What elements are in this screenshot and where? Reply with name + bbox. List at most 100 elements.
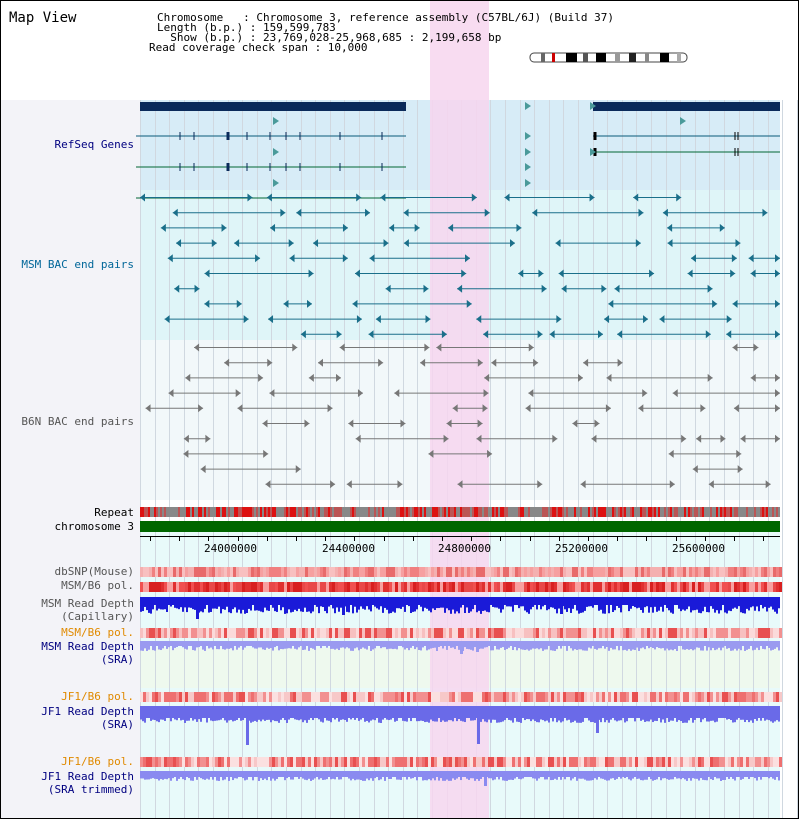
depth-bar (534, 646, 536, 649)
repeat-segment (710, 507, 712, 517)
msm-pol-sra-heat (170, 628, 173, 638)
repeat-segment (634, 507, 636, 517)
jf1-pol-trim-heat (470, 757, 473, 767)
msm-pol-heat (158, 582, 161, 592)
jf1-pol-heat (206, 692, 209, 702)
bac-end-left (262, 419, 268, 428)
msm-pol-sra-heat (443, 628, 446, 638)
depth-bar (556, 718, 558, 723)
depth-bar (588, 718, 590, 721)
depth-bar (670, 646, 672, 650)
jf1-pol-heat (239, 692, 242, 702)
bac-end-left (436, 343, 442, 352)
depth-bar (512, 777, 514, 780)
depth-bar (388, 718, 390, 721)
msm-pol-heat (524, 582, 527, 592)
jf1-pol-trim-heat (752, 757, 755, 767)
depth-bar (456, 605, 458, 612)
depth-bar (472, 646, 474, 651)
dbsnp-heat (518, 567, 521, 577)
depth-bar (498, 646, 500, 650)
jf1-pol-trim-heat (623, 757, 626, 767)
dbsnp-heat (767, 567, 770, 577)
jf1-trimmed-depth (140, 771, 780, 777)
jf1-pol-heat (548, 692, 551, 702)
depth-bar (500, 718, 502, 723)
dbsnp-heat (608, 567, 611, 577)
depth-bar (564, 605, 566, 610)
depth-bar (146, 777, 148, 780)
jf1-pol-heat (338, 692, 341, 702)
depth-bar (522, 646, 524, 650)
repeat-segment (698, 507, 700, 517)
depth-bar (240, 605, 242, 614)
repeat-segment (254, 507, 256, 517)
jf1-pol-trim-heat (146, 757, 149, 767)
depth-bar (444, 777, 446, 781)
repeat-segment (314, 507, 316, 517)
msm-pol-heat (761, 582, 764, 592)
depth-bar (308, 605, 310, 612)
dbsnp-heat (530, 567, 533, 577)
repeat-segment (274, 507, 276, 517)
depth-bar (492, 777, 494, 781)
msm-pol-heat (527, 582, 530, 592)
msm-pol-heat (188, 582, 191, 592)
msm-pol-sra-heat (479, 628, 482, 638)
depth-bar (478, 605, 480, 611)
msm-pol-sra-heat (560, 628, 563, 638)
repeat-segment (590, 507, 592, 517)
track-label-b6n-bac[interactable]: B6N BAC end pairs (21, 415, 134, 428)
depth-bar (184, 718, 186, 723)
depth-bar (416, 605, 418, 610)
msm-pol-sra-heat (557, 628, 560, 638)
depth-bar (450, 777, 452, 781)
depth-bar (484, 605, 486, 611)
depth-bar (312, 718, 314, 721)
repeat-segment (142, 507, 144, 517)
depth-bar (164, 718, 166, 721)
gene-arrow (590, 102, 596, 110)
dbsnp-heat (581, 567, 584, 577)
bac-end-left (668, 449, 674, 458)
msm-pol-sra-heat (743, 628, 746, 638)
jf1-pol-trim-heat (197, 757, 200, 767)
msm-pol-heat (155, 582, 158, 592)
jf1-pol-heat (545, 692, 548, 702)
bac-end-right (288, 239, 294, 248)
repeat-segment (422, 507, 424, 517)
depth-bar (470, 777, 472, 779)
depth-bar (288, 605, 290, 610)
repeat-segment (220, 507, 222, 517)
msm-pol-heat (764, 582, 767, 592)
depth-bar (410, 605, 412, 614)
depth-bar (184, 605, 186, 608)
jf1-pol-trim-heat (611, 757, 614, 767)
depth-bar (424, 605, 426, 608)
depth-bar (326, 605, 328, 614)
depth-bar (746, 646, 748, 650)
jf1-pol-trim-heat (542, 757, 545, 767)
repeat-segment (358, 507, 360, 517)
depth-bar (208, 777, 210, 780)
bac-end-left (204, 299, 210, 308)
msm-pol-heat (716, 582, 719, 592)
depth-bar (578, 646, 580, 650)
track-label-refseq[interactable]: RefSeq Genes (54, 138, 134, 151)
track-label-msm-bac[interactable]: MSM BAC end pairs (21, 258, 134, 271)
repeat-segment (190, 507, 192, 517)
jf1-pol-heat (260, 692, 263, 702)
depth-bar (436, 605, 438, 609)
depth-bar (158, 777, 160, 781)
depth-bar (626, 718, 628, 722)
bac-end-right (737, 465, 743, 474)
depth-bar (306, 605, 308, 612)
depth-bar (184, 777, 186, 781)
depth-bar (142, 605, 144, 612)
repeat-segment (734, 507, 736, 517)
depth-bar (712, 777, 714, 781)
repeat-segment (234, 507, 236, 517)
dbsnp-heat (167, 567, 170, 577)
repeat-segment (626, 507, 628, 517)
